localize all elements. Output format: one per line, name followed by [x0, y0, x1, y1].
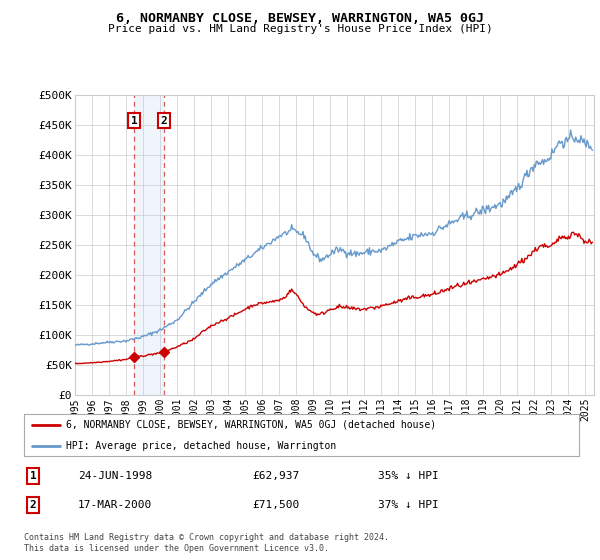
Text: 2: 2: [160, 116, 167, 125]
Text: 35% ↓ HPI: 35% ↓ HPI: [378, 471, 439, 481]
Text: HPI: Average price, detached house, Warrington: HPI: Average price, detached house, Warr…: [65, 441, 336, 451]
Text: 37% ↓ HPI: 37% ↓ HPI: [378, 500, 439, 510]
Text: £62,937: £62,937: [252, 471, 299, 481]
Text: 2: 2: [29, 500, 37, 510]
Text: 17-MAR-2000: 17-MAR-2000: [78, 500, 152, 510]
Text: Price paid vs. HM Land Registry's House Price Index (HPI): Price paid vs. HM Land Registry's House …: [107, 24, 493, 34]
Text: 24-JUN-1998: 24-JUN-1998: [78, 471, 152, 481]
Text: 1: 1: [29, 471, 37, 481]
Text: 1: 1: [131, 116, 137, 125]
Text: 6, NORMANBY CLOSE, BEWSEY, WARRINGTON, WA5 0GJ (detached house): 6, NORMANBY CLOSE, BEWSEY, WARRINGTON, W…: [65, 420, 436, 430]
Text: 6, NORMANBY CLOSE, BEWSEY, WARRINGTON, WA5 0GJ: 6, NORMANBY CLOSE, BEWSEY, WARRINGTON, W…: [116, 12, 484, 25]
Text: £71,500: £71,500: [252, 500, 299, 510]
Bar: [134, 95, 164, 395]
Text: Contains HM Land Registry data © Crown copyright and database right 2024.
This d: Contains HM Land Registry data © Crown c…: [24, 533, 389, 553]
